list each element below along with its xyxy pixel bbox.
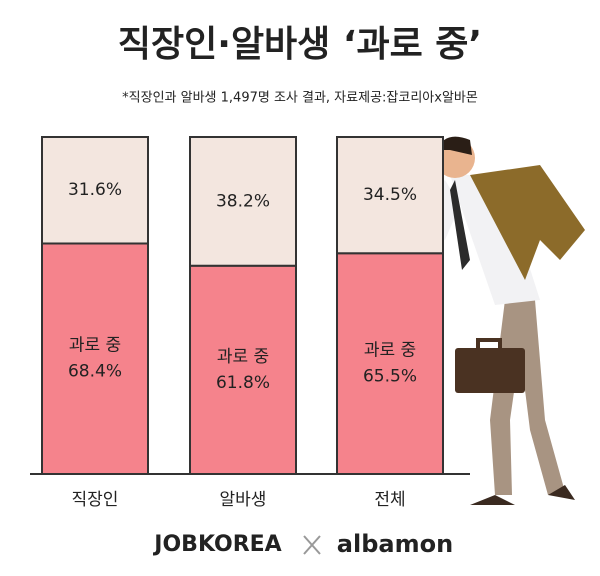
value-label: 38.2% (216, 191, 270, 211)
x-tick-label: 알바생 (220, 490, 267, 510)
chart-title: 직장인·알바생 ‘과로 중’ (118, 24, 482, 65)
briefcase-handle (476, 338, 502, 348)
shirt (450, 175, 540, 305)
logo-cross (303, 535, 321, 555)
x-tick-label: 직장인 (72, 490, 119, 510)
hair (437, 136, 472, 155)
briefcase (455, 348, 525, 393)
bar-segment (189, 136, 297, 267)
segment-name: 과로 중 (364, 341, 416, 361)
chart-subtitle: *직장인과 알바생 1,497명 조사 결과, 자료제공:잡코리아x알바몬 (122, 91, 478, 106)
value-label: 34.5% (363, 185, 417, 205)
segment-name: 과로 중 (217, 347, 269, 367)
value-label: 31.6% (68, 180, 122, 200)
value-label: 65.5% (363, 367, 417, 387)
x-tick-label: 전체 (374, 490, 405, 510)
bar-segment (336, 136, 444, 255)
logo: albamon (337, 530, 453, 558)
bar-segment (41, 242, 149, 475)
bar-segment (41, 136, 149, 245)
value-label: 68.4% (68, 362, 122, 382)
segment-name: 과로 중 (69, 336, 121, 356)
tie (450, 180, 470, 270)
bar-segment (336, 252, 444, 475)
bar-segment (189, 264, 297, 476)
jacket (470, 165, 585, 280)
logo: JOBKOREA (152, 532, 281, 557)
illustration (425, 136, 585, 505)
shoes (470, 485, 575, 505)
value-label: 61.8% (216, 373, 270, 393)
